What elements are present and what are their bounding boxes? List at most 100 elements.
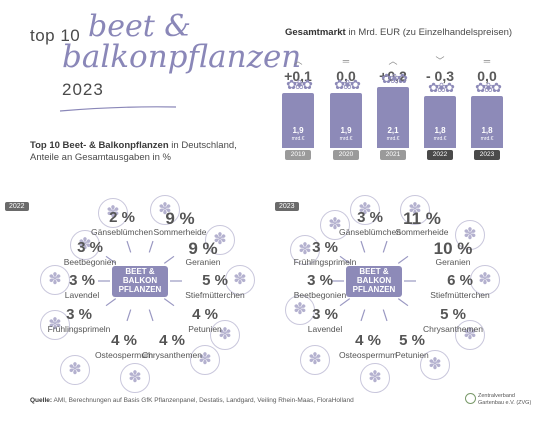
market-title-rest: in Mrd. EUR (zu Einzelhandelspreisen) xyxy=(345,27,513,38)
bar-change-label: 0,0 xyxy=(336,68,356,84)
ring-spoke xyxy=(397,298,409,307)
change-arrow-icon: ︿ xyxy=(388,56,398,66)
ring-spoke xyxy=(105,255,117,264)
percentage-value: 5 % xyxy=(440,306,466,323)
logo-line1: Zentralverband xyxy=(478,393,515,399)
ring-spoke xyxy=(148,240,154,253)
market-bar xyxy=(330,92,362,148)
plant-name-label: Osteospermum xyxy=(338,350,398,360)
center-badge-line3: PFLANZEN xyxy=(118,285,162,294)
ring-spoke xyxy=(163,255,175,264)
plant-name-label: Geranien xyxy=(435,257,471,267)
market-title-bold: Gesamtmarkt xyxy=(285,27,346,38)
plant-name-label: Petunien xyxy=(395,350,429,360)
flower-sketch-icon: ✽ xyxy=(470,265,500,295)
plant-name-label: Gänseblümchen xyxy=(91,227,153,237)
change-arrow-icon: ═ xyxy=(483,56,491,66)
ring-spoke xyxy=(163,298,175,307)
ring-spoke xyxy=(148,309,154,322)
flower-sketch-icon: ✽ xyxy=(400,195,430,225)
bar-year-label: 2022 xyxy=(427,150,453,160)
flower-sketch-icon: ✽ xyxy=(350,195,380,225)
bar-unit-label: mrd.€ xyxy=(291,136,305,142)
title-script-line1: beet & xyxy=(88,9,192,44)
center-badge-line1: BEET & xyxy=(359,267,389,276)
center-badge-line1: BEET & xyxy=(125,267,155,276)
zvg-logo-icon xyxy=(465,393,476,404)
percentage-value: 4 % xyxy=(192,306,218,323)
ring-spoke xyxy=(126,240,132,253)
flower-sketch-icon: ✽ xyxy=(98,198,128,228)
percentage-value: 11 % xyxy=(403,209,441,228)
flower-sketch-icon: ✽ xyxy=(300,345,330,375)
plant-name-label: Sommerheide xyxy=(395,227,449,237)
percentage-value: 4 % xyxy=(159,332,185,349)
percentage-value: 3 % xyxy=(69,272,95,289)
bar-change-label: 0,0 xyxy=(477,68,497,84)
flower-sketch-icon: ✽ xyxy=(420,350,450,380)
ring-spoke xyxy=(126,309,132,322)
flower-silhouette-icon: ✿❀✿ xyxy=(334,76,361,92)
flower-silhouette-icon: ✿❀✿ xyxy=(381,70,408,86)
ring-year-chip: 2023 xyxy=(275,202,299,211)
percentage-value: 5 % xyxy=(399,332,425,349)
plant-name-label: Stiefmütterchen xyxy=(430,290,490,300)
percentage-value: 10 % xyxy=(433,239,473,258)
ring-spoke xyxy=(339,255,351,264)
bar-value-label: 1,8 mrd.€ xyxy=(471,126,503,144)
flower-sketch-icon: ✽ xyxy=(60,355,90,385)
plant-name-label: Lavendel xyxy=(64,290,100,300)
ring-spoke xyxy=(360,309,366,322)
plant-name-label: Sommerheide xyxy=(153,227,207,237)
source-note: Quelle: AMI, Berechnungen auf Basis GfK … xyxy=(30,397,354,404)
center-badge: BEET & BALKON PFLANZEN xyxy=(112,266,168,297)
chart-subtitle: Top 10 Beet- & Balkonpflanzen in Deutsch… xyxy=(30,140,237,164)
title-swash-decoration xyxy=(59,106,177,112)
center-badge-line3: PFLANZEN xyxy=(352,285,396,294)
title-script-line2: balkonpflanzen xyxy=(62,39,302,75)
ring-spoke xyxy=(382,240,388,253)
plant-name-label: Petunien xyxy=(188,324,222,334)
bar-change-label: - 0,3 xyxy=(425,68,454,84)
plant-name-label: Gänseblümchen xyxy=(339,227,401,237)
bar-value-label: 2,1 mrd.€ xyxy=(377,126,409,144)
plant-name-label: Lavendel xyxy=(307,324,343,334)
zvg-logo-text: Zentralverband Gartenbau e.V. (ZVG) xyxy=(478,393,531,407)
title-year: 2023 xyxy=(62,80,104,99)
percentage-value: 9 % xyxy=(188,239,218,258)
plant-name-label: Frühlingsprimeln xyxy=(47,324,111,334)
market-chart-title: Gesamtmarkt in Mrd. EUR (zu Einzelhandel… xyxy=(285,27,512,38)
ring-spokes xyxy=(332,240,416,322)
flower-sketch-icon: ✽ xyxy=(120,363,150,393)
plant-name-label: Chrysanthemen xyxy=(141,350,202,360)
bar-year-label: 2021 xyxy=(380,150,406,160)
flower-sketch-icon: ✽ xyxy=(40,310,70,340)
change-arrow-icon: ═ xyxy=(342,56,350,66)
subtitle-rest: in Deutschland, xyxy=(168,140,237,151)
percentage-value: 3 % xyxy=(312,306,338,323)
flower-sketch-icon: ✽ xyxy=(70,230,100,260)
logo-line2: Gartenbau e.V. (ZVG) xyxy=(478,400,532,406)
bar-year-label: 2023 xyxy=(474,150,500,160)
subtitle-bold: Top 10 Beet- & Balkonpflanzen xyxy=(30,140,169,151)
percentage-value: 4 % xyxy=(355,332,381,349)
bar-value-label: 1,9 mrd.€ xyxy=(282,126,314,144)
flower-sketch-icon: ✽ xyxy=(150,195,180,225)
flower-sketch-icon: ✽ xyxy=(205,225,235,255)
flower-silhouette-icon: ✿❀✿ xyxy=(428,79,455,95)
flower-silhouette-icon: ✿❀✿ xyxy=(475,79,502,95)
plant-name-label: Osteospermum xyxy=(94,350,154,360)
ring-spoke xyxy=(105,298,117,307)
market-bar xyxy=(377,86,409,148)
ring-2022: 2022 ✽ ✽ ✽ ✽ ✽ ✽ ✽ ✽ ✽ ✽ ✽ BEET & BALKON PFLANZEN 2 % Gä… xyxy=(0,195,270,393)
flower-sketch-icon: ✽ xyxy=(210,320,240,350)
percentage-value: 3 % xyxy=(307,272,333,289)
source-label: Quelle: xyxy=(30,397,53,404)
subtitle-line2: Anteile an Gesamtausgaben in % xyxy=(30,152,172,163)
change-arrow-icon: ﹀ xyxy=(435,56,445,66)
percentage-value: 3 % xyxy=(312,239,338,256)
ring-spoke xyxy=(382,309,388,322)
flower-sketch-icon: ✽ xyxy=(320,210,350,240)
flower-sketch-icon: ✽ xyxy=(360,363,390,393)
bar-change-label: +0,2 xyxy=(379,68,407,84)
